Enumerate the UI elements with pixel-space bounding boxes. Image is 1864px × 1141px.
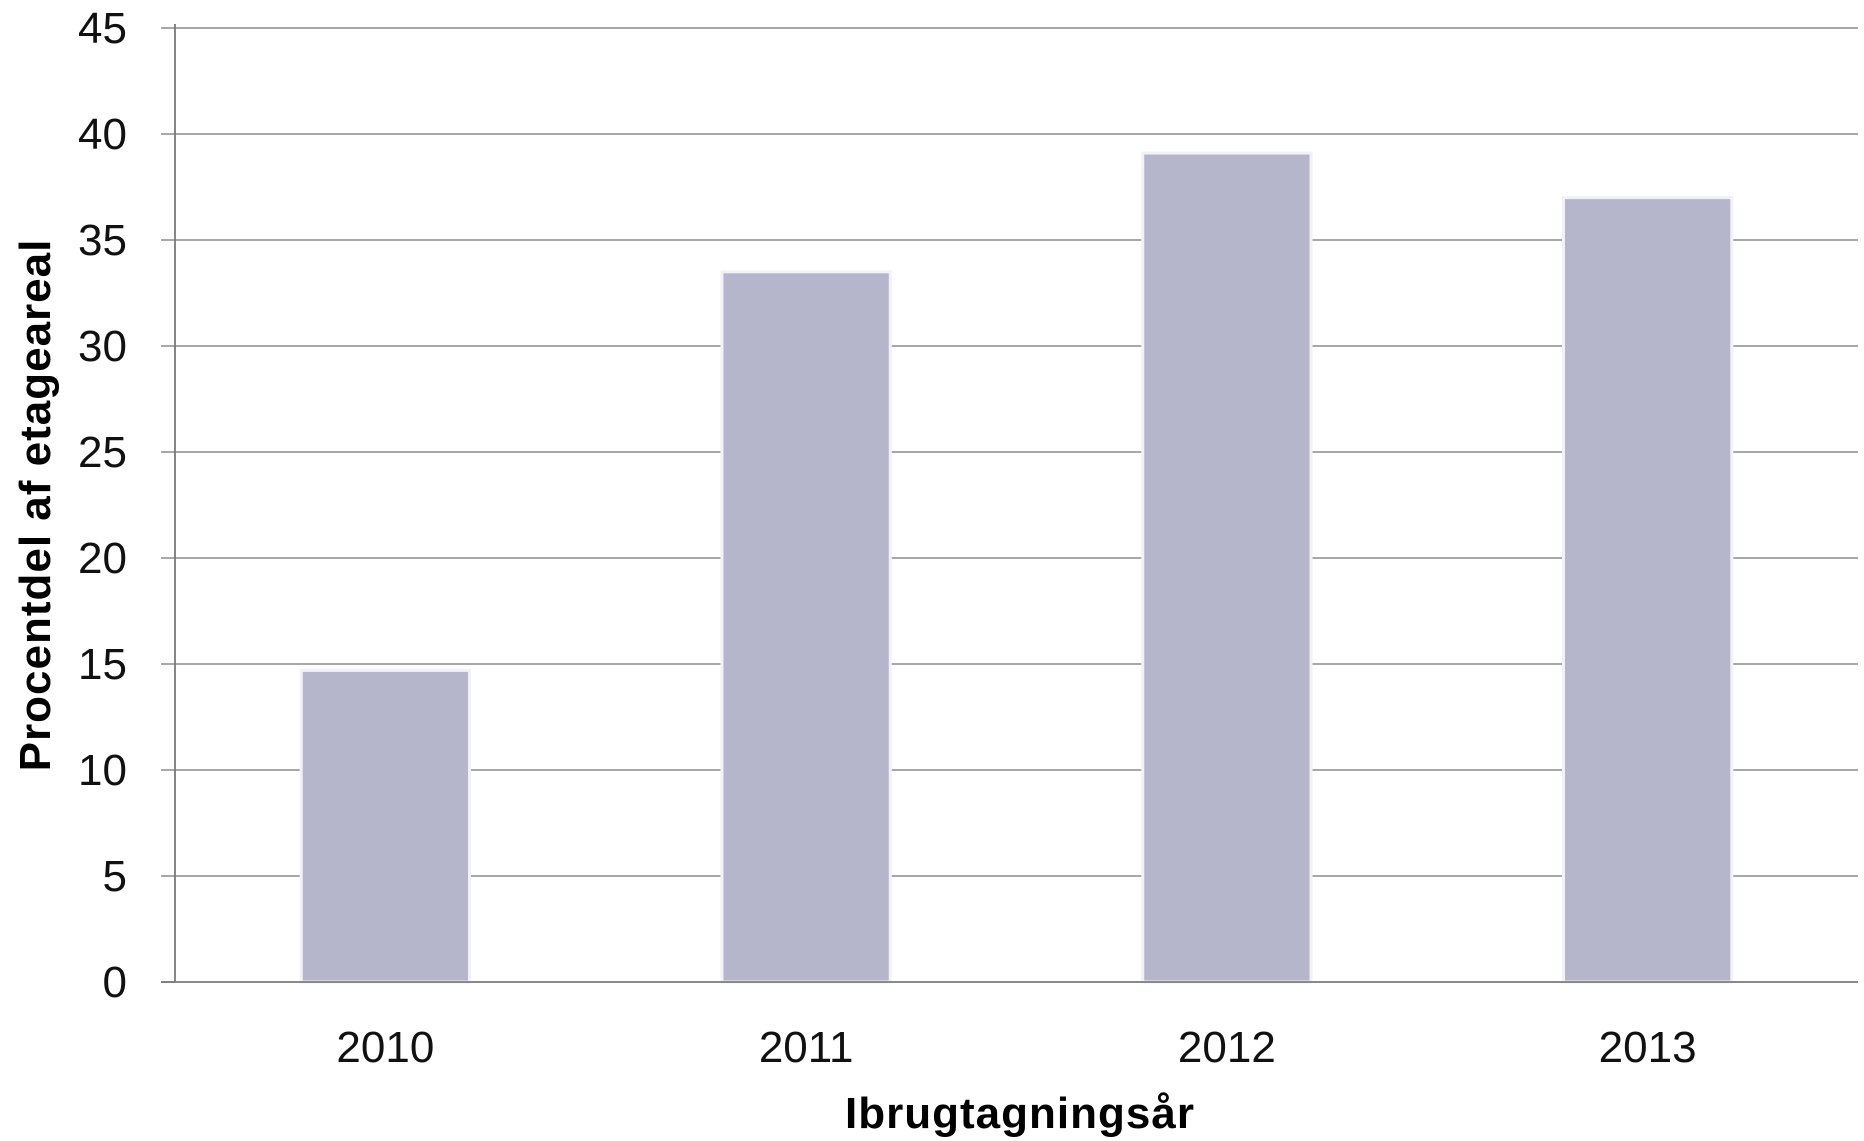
y-tick-labels: 0 5 10 15 20 25 30 35 40 45: [78, 4, 127, 1007]
y-tick-label: 20: [78, 534, 127, 583]
y-axis-title: Procentdel af etageareal: [11, 239, 60, 772]
axes: [161, 24, 1858, 983]
y-tick-label: 15: [78, 640, 127, 689]
y-tick-label: 25: [78, 428, 127, 477]
x-tick-label: 2011: [759, 1023, 854, 1072]
bars: [299, 151, 1734, 984]
bar-2013: [1561, 196, 1734, 984]
x-tick-labels: 2010 2011 2012 2013: [336, 1023, 1696, 1072]
bar-2012: [1141, 151, 1313, 984]
y-tick-label: 30: [78, 322, 127, 371]
bar-2010: [299, 668, 472, 984]
y-tick-label: 35: [78, 216, 127, 265]
y-tick-label: 45: [78, 4, 127, 53]
x-tick-label: 2012: [1178, 1023, 1276, 1072]
y-tick-label: 40: [78, 110, 127, 159]
x-tick-label: 2010: [336, 1023, 434, 1072]
x-tick-label: 2013: [1599, 1023, 1697, 1072]
bar-2011: [720, 270, 892, 984]
y-tick-label: 0: [103, 958, 127, 1007]
y-tick-label: 5: [103, 852, 127, 901]
x-axis-title: Ibrugtagningsår: [845, 1089, 1195, 1138]
y-tick-label: 10: [78, 746, 127, 795]
